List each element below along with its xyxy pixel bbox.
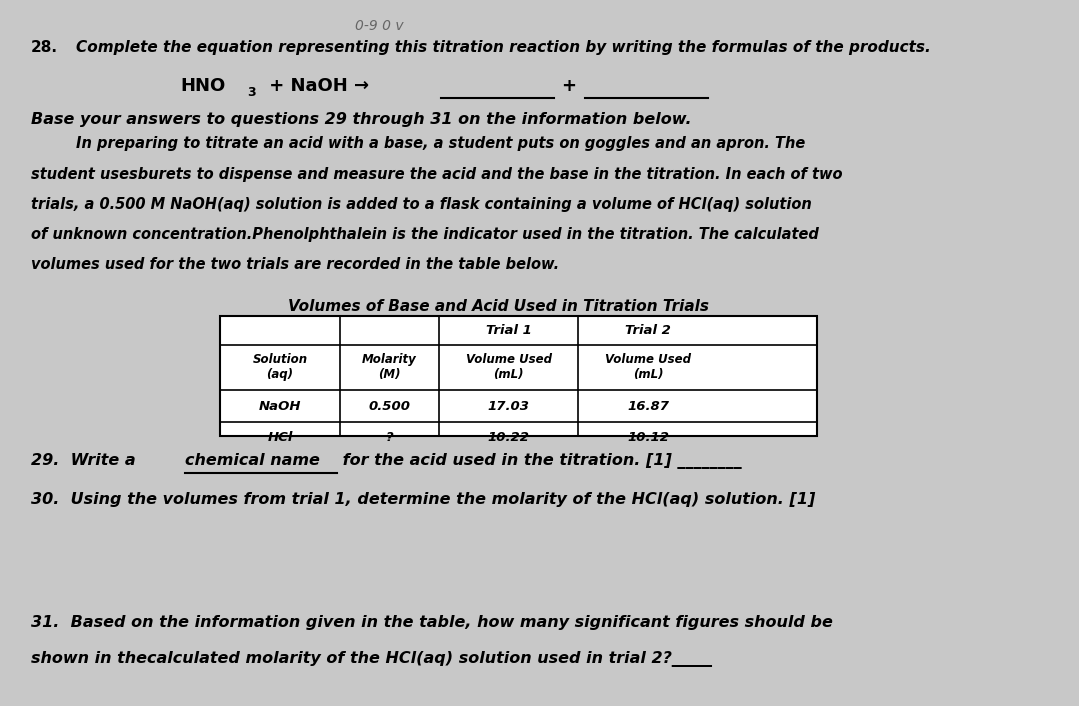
Text: Trial 1: Trial 1 (486, 324, 532, 337)
Text: 10.22: 10.22 (488, 431, 530, 444)
Bar (220, 316, 817, 436)
Text: trials, a 0.500 M NaOH(aq) solution is added to a flask containing a volume of H: trials, a 0.500 M NaOH(aq) solution is a… (31, 197, 812, 212)
Text: Volume Used
(mL): Volume Used (mL) (605, 354, 692, 381)
Text: Volumes of Base and Acid Used in Titration Trials: Volumes of Base and Acid Used in Titrati… (288, 299, 709, 314)
Text: chemical name: chemical name (186, 453, 320, 468)
Text: HCl: HCl (268, 431, 292, 444)
Text: of unknown concentration.Phenolphthalein is the indicator used in the titration.: of unknown concentration.Phenolphthalein… (31, 227, 819, 242)
Text: Trial 2: Trial 2 (625, 324, 671, 337)
Text: Complete the equation representing this titration reaction by writing the formul: Complete the equation representing this … (76, 40, 931, 55)
Text: student usesburets to dispense and measure the acid and the base in the titratio: student usesburets to dispense and measu… (31, 167, 843, 181)
Text: + NaOH →: + NaOH → (263, 77, 369, 95)
Text: Solution
(aq): Solution (aq) (252, 354, 308, 381)
Text: Molarity
(M): Molarity (M) (363, 354, 416, 381)
Text: 10.12: 10.12 (627, 431, 669, 444)
Text: +: + (561, 77, 576, 95)
Text: 28.: 28. (31, 40, 58, 55)
Text: 3: 3 (247, 85, 256, 99)
Text: 17.03: 17.03 (488, 400, 530, 412)
Text: Volume Used
(mL): Volume Used (mL) (466, 354, 551, 381)
Text: 0.500: 0.500 (368, 400, 410, 412)
Text: Base your answers to questions 29 through 31 on the information below.: Base your answers to questions 29 throug… (31, 112, 692, 127)
Text: NaOH: NaOH (259, 400, 301, 412)
Text: volumes used for the two trials are recorded in the table below.: volumes used for the two trials are reco… (31, 258, 559, 273)
Text: In preparing to titrate an acid with a base, a student puts on goggles and an ap: In preparing to titrate an acid with a b… (76, 136, 805, 151)
Text: shown in thecalculated molarity of the HCl(aq) solution used in trial 2?_____: shown in thecalculated molarity of the H… (31, 651, 712, 667)
Text: 30.  Using the volumes from trial 1, determine the molarity of the HCl(aq) solut: 30. Using the volumes from trial 1, dete… (31, 492, 816, 507)
Text: 0-9 0 v: 0-9 0 v (355, 19, 404, 33)
Text: ?: ? (385, 431, 393, 444)
Text: 31.  Based on the information given in the table, how many significant figures s: 31. Based on the information given in th… (31, 615, 833, 630)
Text: HNO: HNO (180, 77, 226, 95)
Text: for the acid used in the titration. [1] ________: for the acid used in the titration. [1] … (337, 453, 741, 469)
Text: 29.  Write a: 29. Write a (31, 453, 141, 468)
Text: 16.87: 16.87 (627, 400, 669, 412)
